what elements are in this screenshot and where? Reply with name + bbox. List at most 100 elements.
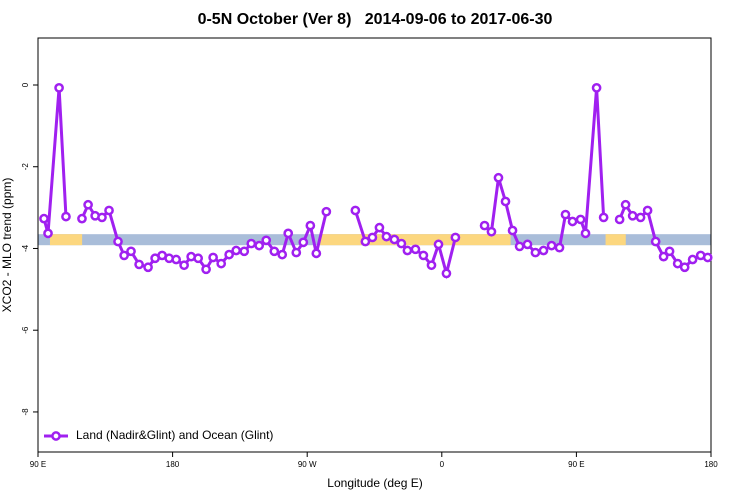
data-point <box>614 214 625 225</box>
plot-frame <box>37 37 712 453</box>
data-point <box>650 236 661 247</box>
data-point <box>193 253 204 264</box>
data-point <box>261 235 272 246</box>
data-point <box>171 254 182 265</box>
data-point <box>410 244 421 255</box>
data-point <box>43 228 53 239</box>
data-point <box>418 250 429 261</box>
data-point <box>493 172 504 183</box>
data-point <box>311 248 322 259</box>
data-point <box>402 245 413 256</box>
data-point <box>479 220 490 231</box>
band-segment <box>605 234 626 246</box>
data-point <box>620 199 631 210</box>
data-point <box>500 196 511 207</box>
x-tick-label: 0 <box>440 460 445 469</box>
band-segment <box>49 234 83 246</box>
data-point <box>126 246 136 257</box>
data-point <box>239 246 250 257</box>
data-point <box>546 240 557 251</box>
band-segment <box>320 234 511 246</box>
data-point <box>224 249 234 260</box>
data-point <box>83 199 93 210</box>
x-tick-label: 90 E <box>30 460 46 469</box>
data-point <box>298 237 309 248</box>
x-tick-label: 180 <box>166 460 180 469</box>
data-point <box>61 211 71 222</box>
data-point <box>201 264 211 275</box>
y-tick-label: 0 <box>21 82 30 87</box>
data-point <box>254 240 265 251</box>
data-point <box>598 212 609 223</box>
y-tick-label: -8 <box>21 408 30 416</box>
legend-label: Land (Nadir&Glint) and Ocean (Glint) <box>76 428 273 442</box>
data-point <box>575 214 586 225</box>
chart-title: 0-5N October (Ver 8) 2014-09-06 to 2017-… <box>198 11 553 28</box>
data-point <box>97 212 107 223</box>
x-tick-label: 90 E <box>568 460 584 469</box>
data-point <box>389 234 400 245</box>
data-point <box>433 239 444 250</box>
data-point <box>567 216 578 227</box>
data-point <box>560 209 571 220</box>
data-point <box>367 232 378 243</box>
data-point <box>77 213 87 224</box>
data-point <box>635 212 646 223</box>
data-point <box>231 245 242 256</box>
data-point <box>426 260 437 271</box>
data-point <box>134 259 144 270</box>
data-point <box>277 249 288 260</box>
data-point <box>54 83 64 93</box>
y-axis-label: XCO2 - MLO trend (ppm) <box>0 178 14 313</box>
data-line <box>80 201 328 273</box>
data-point <box>664 246 675 257</box>
data-line <box>42 87 68 234</box>
legend-marker <box>51 431 61 441</box>
data-point <box>486 226 497 237</box>
x-tick-label: 90 W <box>298 460 317 469</box>
data-point <box>305 220 316 231</box>
data-point <box>104 205 114 216</box>
data-point <box>381 231 392 242</box>
data-point <box>658 251 669 262</box>
data-point <box>580 228 591 239</box>
data-point <box>522 239 533 250</box>
data-point <box>702 252 713 263</box>
data-point <box>441 268 452 279</box>
data-point <box>269 246 280 257</box>
x-tick-label: 180 <box>704 460 718 469</box>
data-point <box>396 238 407 249</box>
y-tick-label: -4 <box>21 244 30 252</box>
data-point <box>350 205 361 216</box>
data-point <box>507 225 518 236</box>
data-point <box>687 254 698 265</box>
data-point <box>530 247 541 258</box>
data-point <box>119 250 129 261</box>
data-point <box>672 258 683 269</box>
y-tick-label: -2 <box>21 163 30 171</box>
data-point <box>321 206 332 217</box>
data-point <box>246 238 257 249</box>
data-point <box>179 260 189 271</box>
data-point <box>374 222 385 233</box>
data-point <box>360 236 371 247</box>
data-point <box>216 258 227 269</box>
y-tick-label: -6 <box>21 326 30 334</box>
data-point <box>627 210 638 221</box>
data-point <box>39 213 49 224</box>
data-point <box>450 232 461 243</box>
data-point <box>291 247 302 258</box>
data-point <box>554 242 565 253</box>
data-point <box>679 262 690 273</box>
data-point <box>514 241 525 252</box>
data-point <box>143 262 153 273</box>
data-point <box>642 205 653 216</box>
x-axis-label: Longitude (deg E) <box>327 476 422 490</box>
data-point <box>591 83 602 93</box>
data-point <box>283 228 294 239</box>
data-point <box>538 245 549 256</box>
data-line <box>483 87 606 255</box>
data-point <box>208 252 218 263</box>
